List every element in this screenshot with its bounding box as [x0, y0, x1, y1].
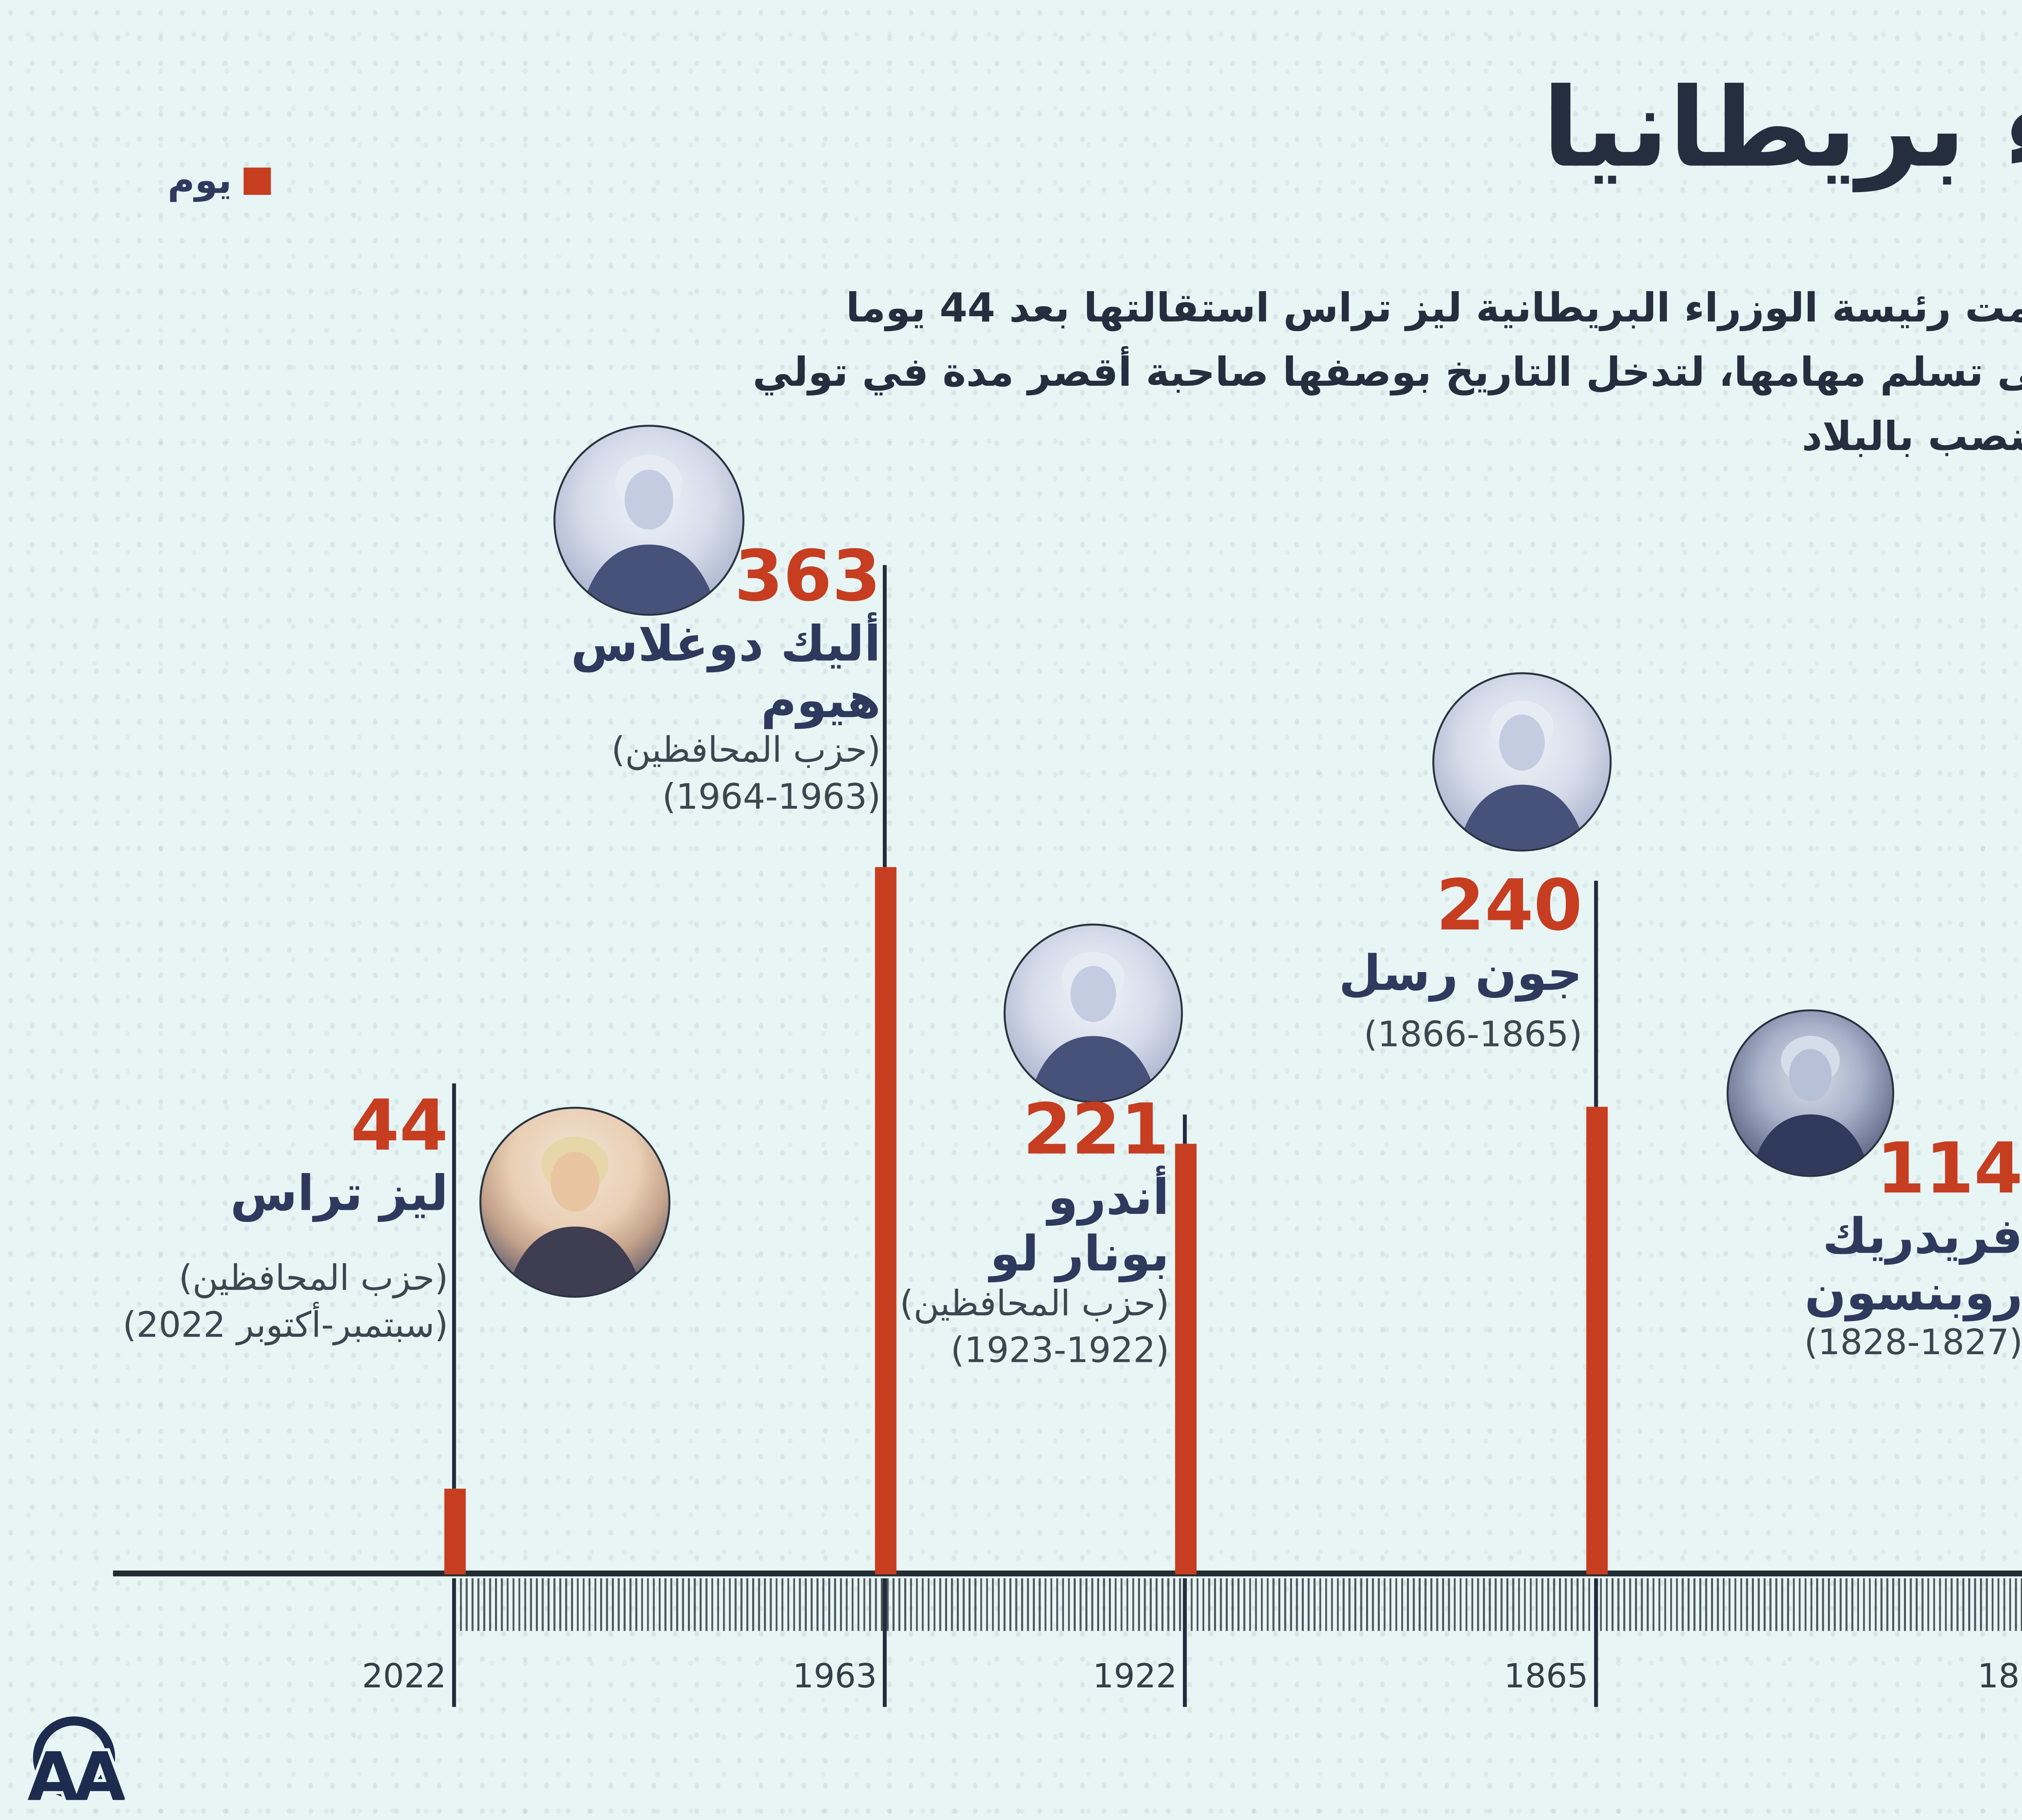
page-subtitle: قدمت رئيسة الوزراء البريطانية ليز تراس ا…: [753, 277, 2022, 469]
pm-bar: [1174, 1144, 1196, 1575]
pm-days-value: 240: [1436, 867, 1582, 947]
year-label: 1922: [1093, 1658, 1177, 1697]
year-label: 2022: [362, 1658, 446, 1697]
year-label: 1865: [1504, 1658, 1588, 1697]
pm-leader-line: [882, 565, 887, 867]
pm-period: (1923-1922): [950, 1331, 1170, 1372]
pm-days-value: 114: [1876, 1130, 2022, 1210]
page-title: أقصر رؤساء وزراء بريطانيا مدة في السلطة: [1542, 35, 2022, 413]
svg-text:AA: AA: [27, 1738, 125, 1812]
pm-days-value: 363: [734, 538, 881, 618]
pm-label-block: 44 ليز تراس (حزب المحافظين) (سبتمبر-أكتوبر …: [0, 1087, 448, 1351]
pm-party: (حزب المحافظين): [899, 1284, 1170, 1325]
pm-name-line: أليك دوغلاس: [571, 615, 881, 672]
pm-name-line: ليز تراس: [230, 1165, 448, 1222]
pm-label-block: 363 أليك دوغلاس هيوم (حزب المحافظين) (1964-1…: [374, 538, 881, 822]
pm-period: (1866-1865): [1364, 1015, 1582, 1056]
pm-bar: [1585, 1107, 1607, 1575]
pm-name-line: روبنسون: [1804, 1264, 2022, 1321]
pm-name-line: جون رسل: [1339, 945, 1582, 1002]
timeline-axis: [113, 1571, 2022, 1577]
pm-name-line: فريدريك: [1822, 1208, 2022, 1265]
pm-bar: [443, 1488, 465, 1575]
pm-name-line: ويليام بيتي: [1867, 787, 2022, 844]
pm-label-block: 240 جون رسل (1866-1865): [1076, 867, 1582, 1060]
legend-label: يوم: [167, 160, 232, 203]
legend-swatch-icon: [243, 167, 271, 195]
pm-days-value: 265: [1867, 713, 2022, 787]
pm-label-block: 114 فريدريك روبنسون (1828-1827): [1516, 1130, 2022, 1368]
year-label: 1963: [793, 1658, 877, 1697]
year-tick: [452, 1578, 456, 1707]
timeline-ruler-ticks: [454, 1578, 2022, 1631]
subtitle-line: المنصب بالبلاد: [1802, 413, 2022, 460]
pm-party: (حزب المحافظين): [611, 731, 881, 772]
year-tick: [1183, 1578, 1187, 1707]
pm-leader-line: [452, 1083, 456, 1489]
pm-photo: [479, 1107, 670, 1298]
pm-period: (1783-1782): [1867, 844, 2022, 891]
pm-photo: [553, 425, 745, 616]
year-tick: [882, 1578, 887, 1707]
portrait-bust-icon: [580, 454, 717, 614]
pm-days-value: 44: [350, 1087, 448, 1167]
subtitle-line: قدمت رئيسة الوزراء البريطانية ليز تراس ا…: [846, 284, 2022, 332]
pm-leader-line: [1183, 1114, 1187, 1144]
pm-photo: [1003, 924, 1183, 1103]
pm-name-line: أندرو: [1047, 1169, 1170, 1226]
portrait-bust-icon: [1750, 1036, 1870, 1175]
portrait-bust-icon: [1458, 700, 1586, 850]
pm-period: (1828-1827): [1804, 1323, 2022, 1364]
pm-name-line: بونار لو: [990, 1226, 1170, 1282]
portrait-bust-icon: [1029, 952, 1157, 1101]
year-label: 1827: [1977, 1658, 2022, 1697]
pm-label-block: 265ويليام بيتي(1783-1782): [1867, 713, 2022, 891]
pm-leader-line: [1594, 881, 1598, 1107]
pm-photo: [1726, 1009, 1894, 1177]
pm-period: (سبتمبر-أكتوبر 2022): [123, 1305, 448, 1347]
pm-days-value: 221: [1023, 1091, 1170, 1171]
page-title-line-1: أقصر رؤساء وزراء بريطانيا: [1542, 66, 2022, 193]
portrait-bust-icon: [506, 1137, 643, 1296]
legend: يوم: [167, 160, 271, 203]
pm-period: (1964-1963): [662, 777, 881, 818]
pm-name-line: هيوم: [761, 672, 881, 729]
pm-photo: [1432, 672, 1612, 852]
subtitle-line: على تسلم مهامها، لتدخل التاريخ بوصفها صا…: [753, 349, 2022, 396]
pm-label-block: 221 أندرو بونار لو (حزب المحافظين) (1923-192…: [662, 1091, 1170, 1376]
pm-party: (حزب المحافظين): [178, 1259, 448, 1300]
pm-bar: [874, 867, 896, 1575]
aa-logo: AA: [23, 1711, 134, 1819]
year-tick: [1594, 1578, 1598, 1707]
